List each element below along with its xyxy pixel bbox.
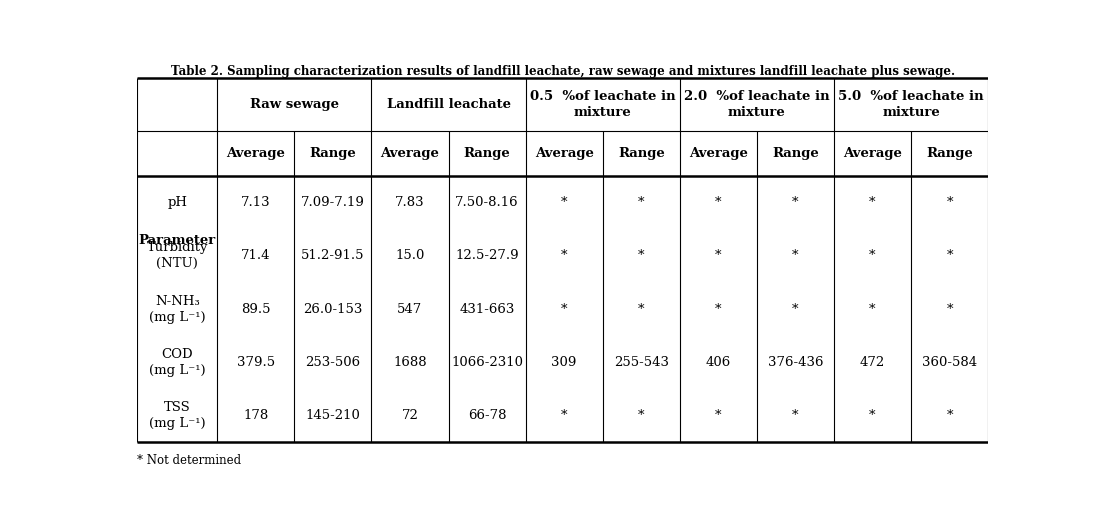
Text: 7.09-7.19: 7.09-7.19 <box>301 196 365 209</box>
Text: *: * <box>715 196 721 209</box>
Text: *: * <box>870 302 876 315</box>
Text: 360-584: 360-584 <box>922 356 977 369</box>
Text: Average: Average <box>843 147 901 160</box>
Text: *: * <box>793 196 798 209</box>
Text: Range: Range <box>927 147 973 160</box>
Text: 145-210: 145-210 <box>305 409 360 422</box>
Text: 5.0  %of leachate in
mixture: 5.0 %of leachate in mixture <box>838 90 984 119</box>
Text: *: * <box>793 302 798 315</box>
Text: *: * <box>870 196 876 209</box>
Text: 66-78: 66-78 <box>468 409 506 422</box>
Text: 12.5-27.9: 12.5-27.9 <box>456 249 519 262</box>
Text: * Not determined: * Not determined <box>137 454 242 467</box>
Text: Average: Average <box>381 147 439 160</box>
Text: 472: 472 <box>860 356 885 369</box>
Text: *: * <box>561 302 568 315</box>
Text: *: * <box>715 249 721 262</box>
Text: *: * <box>715 302 721 315</box>
Text: *: * <box>946 249 953 262</box>
Text: 255-543: 255-543 <box>614 356 669 369</box>
Text: 0.5  %of leachate in
mixture: 0.5 %of leachate in mixture <box>530 90 675 119</box>
Text: 253-506: 253-506 <box>305 356 360 369</box>
Text: 1688: 1688 <box>393 356 427 369</box>
Text: TSS
(mg L⁻¹): TSS (mg L⁻¹) <box>149 401 205 430</box>
Text: Average: Average <box>226 147 285 160</box>
Text: 89.5: 89.5 <box>242 302 270 315</box>
Text: *: * <box>638 196 645 209</box>
Text: *: * <box>638 249 645 262</box>
Text: *: * <box>793 409 798 422</box>
Text: Table 2. Sampling characterization results of landfill leachate, raw sewage and : Table 2. Sampling characterization resul… <box>170 65 955 78</box>
Text: Range: Range <box>618 147 664 160</box>
Text: pH: pH <box>167 196 188 209</box>
Text: *: * <box>870 409 876 422</box>
Text: Average: Average <box>688 147 748 160</box>
Text: Landfill leachate: Landfill leachate <box>386 99 511 111</box>
Text: Turbidity
(NTU): Turbidity (NTU) <box>146 241 208 270</box>
Text: 72: 72 <box>402 409 418 422</box>
Text: 51.2-91.5: 51.2-91.5 <box>301 249 365 262</box>
Text: *: * <box>561 409 568 422</box>
Text: COD
(mg L⁻¹): COD (mg L⁻¹) <box>149 348 205 377</box>
Text: *: * <box>561 196 568 209</box>
Text: 376-436: 376-436 <box>768 356 824 369</box>
Text: 15.0: 15.0 <box>395 249 425 262</box>
Text: 71.4: 71.4 <box>242 249 270 262</box>
Text: 379.5: 379.5 <box>237 356 274 369</box>
Text: Range: Range <box>772 147 819 160</box>
Text: 7.83: 7.83 <box>395 196 425 209</box>
Text: 431-663: 431-663 <box>459 302 515 315</box>
Text: 7.13: 7.13 <box>240 196 270 209</box>
Text: *: * <box>946 409 953 422</box>
Text: 406: 406 <box>706 356 731 369</box>
Text: Range: Range <box>463 147 511 160</box>
Text: Range: Range <box>310 147 356 160</box>
Text: Raw sewage: Raw sewage <box>250 99 339 111</box>
Text: *: * <box>638 409 645 422</box>
Text: *: * <box>946 302 953 315</box>
Text: 7.50-8.16: 7.50-8.16 <box>456 196 519 209</box>
Text: 547: 547 <box>397 302 423 315</box>
Text: 1066-2310: 1066-2310 <box>451 356 523 369</box>
Text: *: * <box>638 302 645 315</box>
Text: Average: Average <box>535 147 594 160</box>
Text: Parameter: Parameter <box>138 234 216 246</box>
Text: 2.0  %of leachate in
mixture: 2.0 %of leachate in mixture <box>684 90 830 119</box>
Text: 309: 309 <box>551 356 576 369</box>
Text: *: * <box>793 249 798 262</box>
Text: N-NH₃
(mg L⁻¹): N-NH₃ (mg L⁻¹) <box>149 294 205 323</box>
Text: *: * <box>946 196 953 209</box>
Text: *: * <box>561 249 568 262</box>
Text: *: * <box>870 249 876 262</box>
Text: 26.0-153: 26.0-153 <box>303 302 362 315</box>
Text: 178: 178 <box>243 409 268 422</box>
Text: *: * <box>715 409 721 422</box>
